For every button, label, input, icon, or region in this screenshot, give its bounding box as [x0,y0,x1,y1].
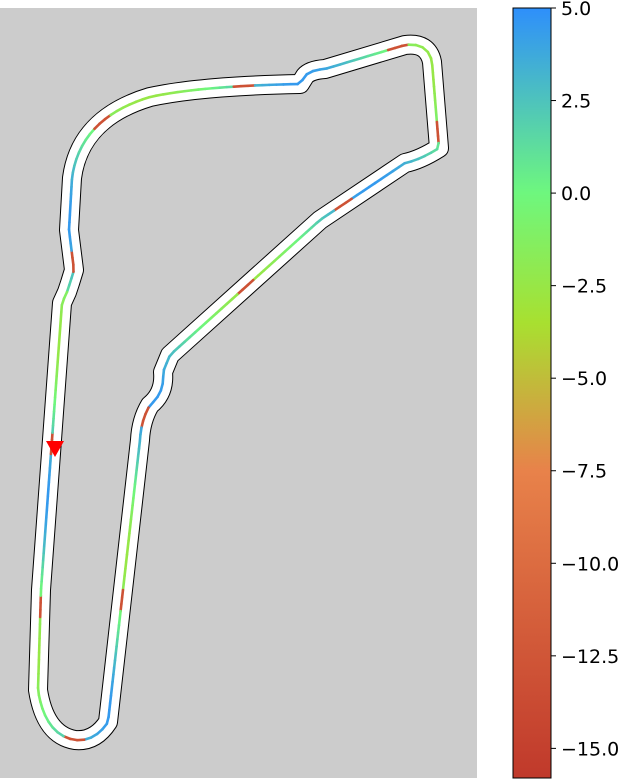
colorbar-ticks: 5.0 2.5 0.0 −2.5 −5.0 −7.5 −10.0 −12.5 −15.0 [551,0,619,760]
colorbar-tick-label: 2.5 [561,91,591,113]
plot-background [0,8,477,778]
track [28,34,449,751]
colorbar-tick-label: −5.0 [561,368,607,390]
start-marker [46,441,64,457]
colorbar: 5.0 2.5 0.0 −2.5 −5.0 −7.5 −10.0 −12.5 −15.0 [512,0,619,779]
colorbar-tick-label: −10.0 [561,553,619,575]
racing-line-segment [62,290,69,300]
colorbar-tick-label: −7.5 [561,461,607,483]
racing-line [36,43,440,742]
colorbar-tick-label: −2.5 [561,276,607,298]
colorbar-fill [512,7,552,779]
colorbar-tick-label: −12.5 [561,646,619,668]
colorbar-tick-label: −15.0 [561,738,619,760]
colorbar-tick-label: 5.0 [561,0,591,20]
colorbar-tick-label: 0.0 [561,183,591,205]
